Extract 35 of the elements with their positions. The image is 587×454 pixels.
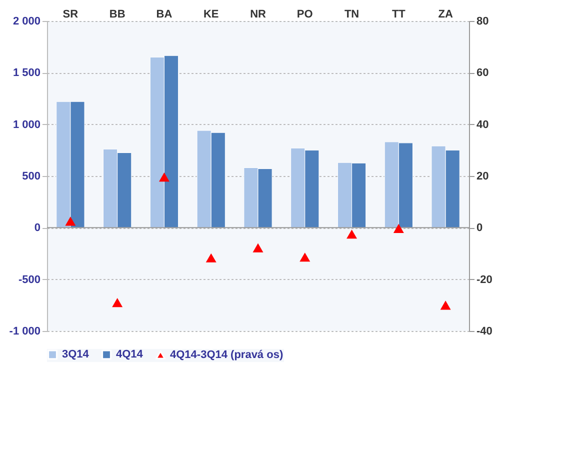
point (252, 243, 264, 252)
x-tick-label: ZA (438, 8, 453, 20)
x-tick-label: BA (156, 8, 172, 20)
y-tick-label: -1 000 (9, 326, 40, 338)
point (440, 300, 451, 310)
y2-tick-label: 80 (476, 16, 489, 28)
point (112, 298, 123, 308)
y2-tick-label: 40 (476, 118, 489, 131)
x-tick-label: NR (250, 8, 266, 20)
point (206, 253, 216, 262)
x-tick-label: BB (109, 8, 126, 20)
y-tick-label: 1 500 (12, 67, 40, 80)
y-tick-label: 2 000 (12, 16, 40, 28)
y2-tick-label: 60 (476, 67, 489, 80)
y2-tick-label: -20 (476, 274, 492, 286)
y-tick-label: 500 (22, 170, 40, 182)
y2-tick-label: 20 (476, 170, 489, 182)
point (393, 224, 404, 233)
point (65, 216, 76, 226)
y-tick-label: 1 000 (12, 118, 40, 131)
point (158, 172, 170, 182)
point (346, 230, 358, 239)
x-tick-label: TT (392, 8, 406, 20)
y2-tick-label: 0 (476, 222, 483, 234)
legend-label: 3Q14 (62, 348, 90, 361)
y-tick-label: 0 (34, 222, 40, 234)
legend-label: 4Q14-3Q14 (pravá os) (170, 348, 284, 361)
legend-label: 4Q14 (116, 348, 144, 361)
x-tick-label: TN (344, 8, 360, 20)
x-tick-label: SR (62, 8, 78, 20)
point (300, 252, 310, 262)
x-tick-label: PO (296, 8, 314, 20)
y2-tick-label: -40 (476, 326, 492, 338)
x-tick-label: KE (203, 8, 219, 20)
y-tick-label: -500 (18, 274, 40, 286)
